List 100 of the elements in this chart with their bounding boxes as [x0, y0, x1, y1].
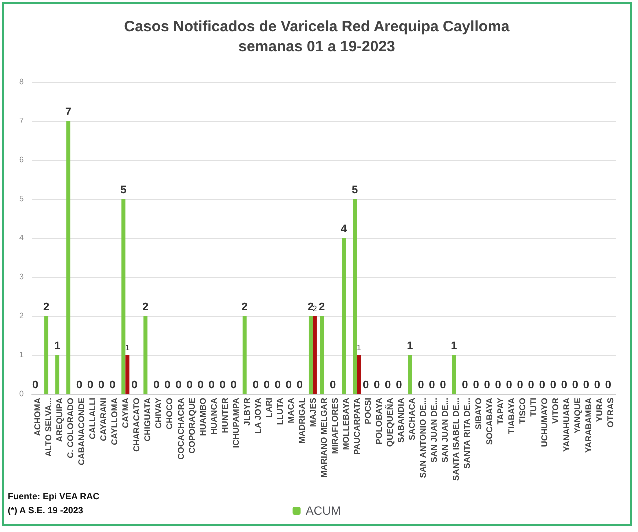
y-tick-label: 0	[20, 390, 25, 398]
data-label: 0	[176, 380, 182, 392]
data-label: 0	[132, 380, 138, 392]
x-tick-label: ALTO SELVA...	[44, 398, 54, 457]
x-tick-label: CHARACATO	[132, 398, 142, 452]
data-label: 0	[429, 380, 436, 392]
data-label: 0	[385, 380, 392, 392]
x-tick-label: COPORAQUE	[186, 398, 197, 454]
data-label: 0	[252, 380, 259, 392]
x-tick-label: SAN JUAN DE...	[440, 398, 450, 463]
data-label: 0	[264, 380, 270, 392]
data-label: 1	[54, 340, 61, 352]
y-tick-label: 6	[20, 156, 25, 164]
data-label: 0	[208, 380, 215, 392]
x-tick-label: CAYMA	[120, 398, 131, 428]
data-label: 0	[539, 380, 546, 392]
legend-label: ACUM	[306, 504, 342, 518]
x-tick-label: OTRAS	[605, 398, 616, 428]
data-label: 0	[484, 380, 490, 392]
x-tick-label: POCSI	[363, 398, 374, 424]
x-tick-label: POLOBAYA	[374, 398, 384, 445]
data-label: 0	[230, 380, 237, 392]
x-tick-label: YARABAMBA	[583, 398, 594, 453]
x-tick-label: TAPAY	[495, 398, 506, 425]
x-tick-label: SABANDIA	[396, 398, 406, 443]
data-label: 0	[296, 380, 304, 392]
data-label: 0	[274, 380, 281, 392]
x-tick-label: SANTA ISABEL DE...	[451, 398, 462, 481]
data-label: 0	[220, 380, 226, 392]
x-tick-label: PAUCARPATA	[352, 398, 362, 455]
data-label: 4	[340, 224, 348, 236]
data-label: 0	[495, 380, 502, 392]
data-label: 0	[396, 380, 402, 392]
x-tick-label: LLUTA	[274, 398, 285, 426]
data-label: 0	[198, 380, 204, 392]
data-label: 0	[88, 380, 94, 392]
data-label: 2	[142, 302, 149, 314]
data-label: 0	[550, 380, 556, 392]
data-label: 0	[286, 380, 292, 392]
x-tick-label: VITOR	[550, 398, 560, 424]
data-label: 1	[125, 344, 130, 352]
bar	[353, 199, 358, 394]
x-tick-label: CALLALLI	[88, 398, 98, 440]
bar	[44, 316, 49, 394]
data-label: 5	[352, 184, 358, 196]
data-label: 5	[120, 184, 127, 196]
x-tick-label: SOCABAYA	[484, 398, 494, 446]
x-tick-label: QUEQUEÑA	[385, 398, 396, 448]
bar	[126, 355, 130, 394]
data-label: 2	[308, 302, 314, 314]
source-note: Fuente: Epi VEA RAC	[8, 492, 100, 502]
data-label: 0	[440, 380, 446, 392]
data-label: 0	[583, 380, 590, 392]
x-tick-label: YANQUE	[572, 398, 582, 434]
x-tick-label: AREQUIPA	[54, 398, 65, 442]
x-tick-label: MARIANO MELGAR	[319, 398, 329, 478]
bar	[312, 316, 317, 394]
x-tick-label: COCACHACRA	[176, 398, 186, 460]
data-label: 0	[594, 380, 601, 392]
y-tick-label: 7	[20, 116, 25, 126]
bar	[308, 316, 313, 394]
x-tick-label: CAYLLOMA	[110, 398, 120, 446]
data-label: 0	[572, 380, 578, 392]
data-label: 0	[164, 380, 171, 392]
y-tick-label: 4	[20, 234, 25, 242]
x-tick-label: MACA	[286, 398, 296, 424]
y-tick-label: 2	[20, 312, 25, 320]
x-tick-label: TUTI	[528, 398, 538, 417]
data-label: 1	[407, 340, 414, 352]
y-tick-label: 3	[20, 272, 25, 282]
x-tick-label: CAYARANI	[98, 398, 109, 442]
data-label: 0	[418, 380, 424, 392]
x-tick-label: TIABAYA	[506, 398, 516, 434]
x-tick-label: MAJES	[308, 398, 318, 428]
data-label: 0	[462, 380, 468, 392]
x-tick-label: CHIVAY	[154, 398, 164, 429]
data-label: 2	[43, 302, 50, 314]
x-tick-label: JLBYR	[242, 398, 252, 426]
data-label: 0	[528, 380, 534, 392]
x-tick-label: CHIGUATA	[142, 398, 153, 442]
y-tick-label: 5	[20, 194, 25, 204]
x-tick-label: TISCO	[517, 398, 528, 424]
bar	[66, 121, 71, 394]
data-label: 0	[186, 380, 193, 392]
x-tick-label: MADRIGAL	[296, 398, 307, 444]
x-tick-label: CHOCO	[164, 398, 175, 430]
bar	[122, 199, 126, 394]
bar	[320, 316, 324, 394]
x-tick-label: UCHUMAYO	[539, 398, 550, 448]
bar	[242, 316, 247, 394]
x-tick-label: YURA	[594, 398, 604, 422]
x-tick-label: LARI	[264, 398, 274, 418]
x-tick-label: C. COLORADO	[66, 398, 76, 458]
x-tick-label: LA JOYA	[252, 398, 263, 434]
data-label: 0	[561, 380, 568, 392]
x-tick-label: SANTA RITA DE...	[462, 398, 472, 469]
bar	[342, 238, 346, 394]
data-label: 0	[363, 380, 370, 392]
x-tick-label: SAN JUAN DE...	[429, 398, 440, 463]
x-tick-label: MOLLEBAYA	[341, 398, 352, 450]
